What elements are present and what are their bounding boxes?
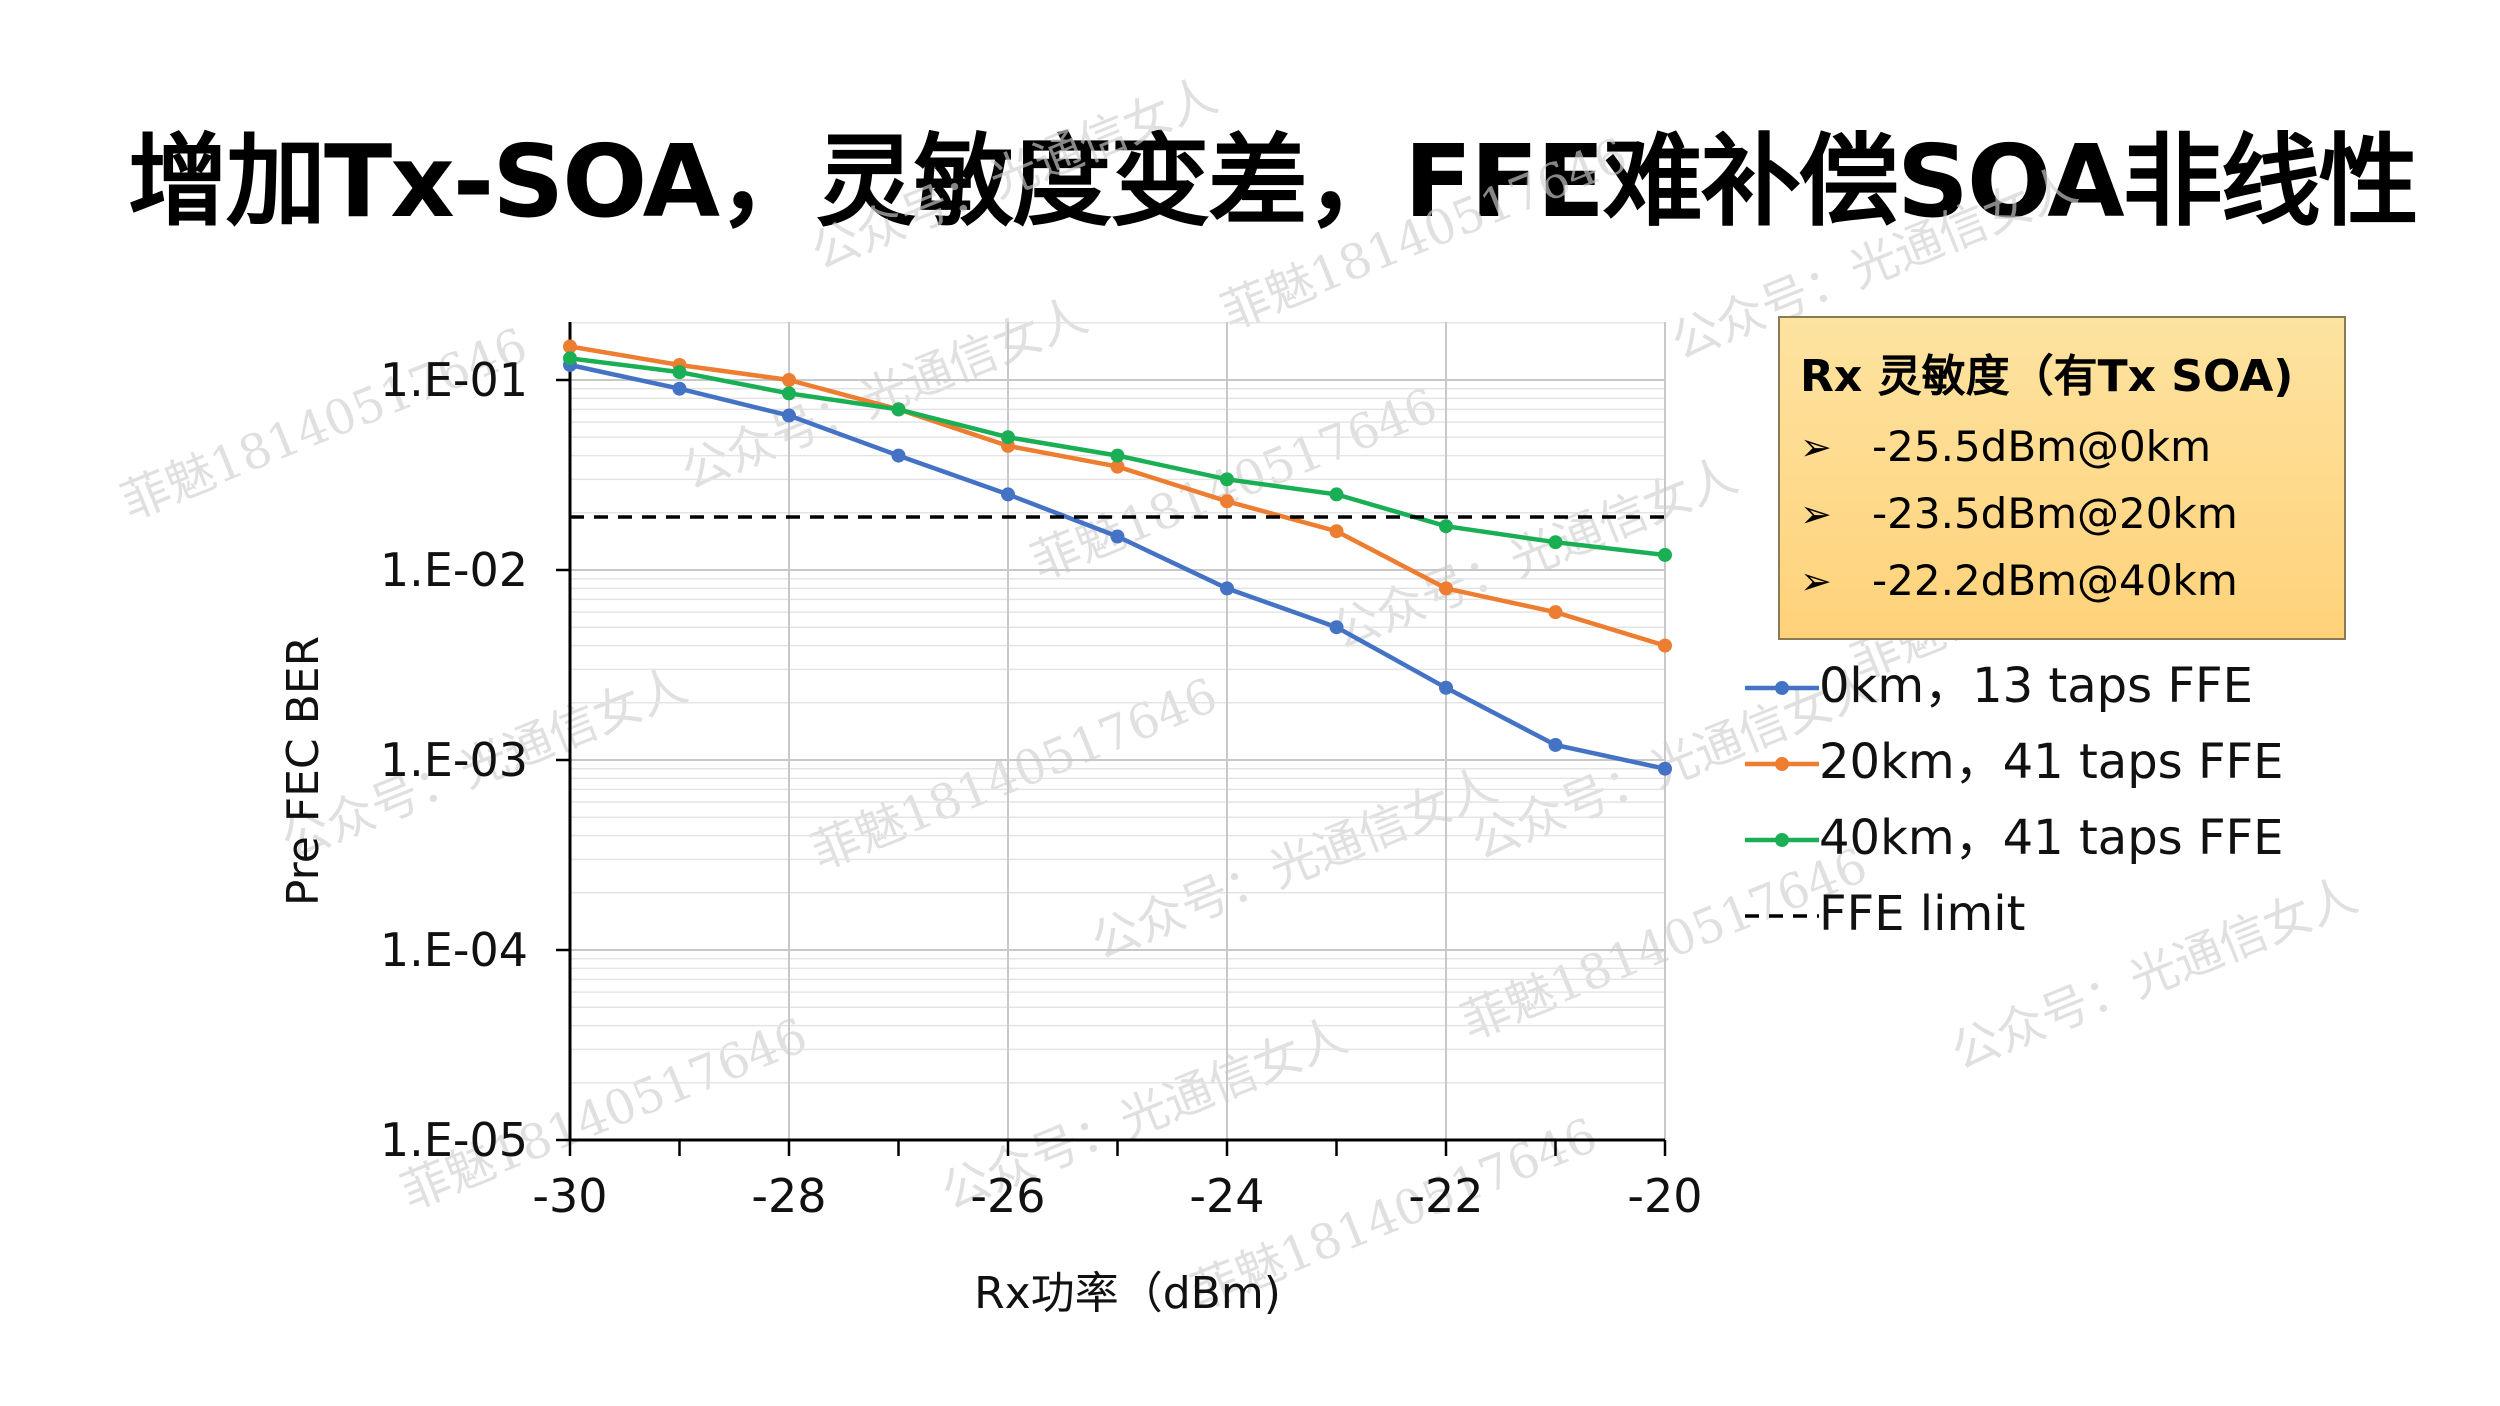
legend-marker	[1775, 681, 1789, 695]
data-point	[1658, 761, 1672, 776]
x-tick-label: -20	[1627, 1169, 1702, 1223]
data-point	[782, 373, 796, 387]
x-tick-label: -28	[751, 1169, 826, 1223]
y-tick-label: 1.E-03	[380, 733, 528, 787]
watermark-text: 公众号：光通信女人	[674, 287, 1096, 501]
legend-marker	[1775, 833, 1789, 847]
data-point	[1329, 620, 1344, 635]
data-point	[1220, 494, 1234, 509]
sensitivity-item: ➢ -23.5dBm@20km	[1800, 489, 2324, 538]
data-point	[1548, 605, 1563, 620]
legend-label: FFE limit	[1819, 886, 2025, 942]
data-point	[1548, 535, 1563, 550]
arrow-bullet-icon: ➢	[1800, 424, 1832, 469]
data-point	[1439, 581, 1453, 596]
x-tick-label: -26	[970, 1169, 1045, 1223]
data-point	[1548, 737, 1563, 752]
legend-marker	[1775, 757, 1789, 771]
arrow-bullet-icon: ➢	[1800, 491, 1832, 536]
data-point	[672, 365, 687, 380]
x-tick-label: -24	[1189, 1169, 1264, 1223]
sensitivity-box: Rx 灵敏度（有Tx SOA) ➢ -25.5dBm@0km ➢ -23.5dB…	[1778, 316, 2346, 640]
data-point	[1220, 472, 1234, 487]
axis-layer: -30 -28 -26 -24 -22 -20 1.E-01 1.E-02 1.E-03 1.E-…	[278, 322, 1703, 1319]
data-point	[782, 408, 796, 423]
data-point	[672, 381, 687, 396]
sensitivity-title: Rx 灵敏度（有Tx SOA)	[1800, 351, 2294, 402]
slide-title: 增加Tx-SOA，灵敏度变差，FFE难补偿SOA非线性	[128, 123, 2419, 240]
data-point	[1329, 524, 1344, 539]
data-point	[1001, 430, 1015, 445]
y-tick-label: 1.E-01	[380, 353, 528, 407]
y-tick-label: 1.E-02	[380, 543, 528, 597]
data-point	[563, 351, 577, 366]
watermark-text: 公众号：光通信女人	[804, 67, 1226, 281]
sensitivity-item: ➢ -25.5dBm@0km	[1800, 422, 2324, 471]
data-point	[1001, 487, 1015, 502]
watermark-text: 菲魅18140517646	[114, 317, 535, 531]
data-point	[1110, 529, 1125, 544]
sensitivity-item: ➢ -22.2dBm@40km	[1800, 556, 2324, 605]
series-line	[569, 344, 1666, 648]
watermark-text: 菲魅18140517646	[804, 667, 1225, 881]
sensitivity-item-text: -23.5dBm@20km	[1872, 489, 2238, 538]
x-axis-title: Rx功率（dBm)	[974, 1268, 1281, 1319]
legend-label: 0km，13 taps FFE	[1819, 658, 2253, 714]
legend-label: 20km，41 taps FFE	[1819, 734, 2284, 790]
x-tick-label: -22	[1408, 1169, 1483, 1223]
legend-label: 40km，41 taps FFE	[1819, 810, 2284, 866]
data-point	[563, 339, 577, 354]
arrow-bullet-icon: ➢	[1800, 558, 1832, 603]
data-point	[1220, 581, 1234, 596]
data-point	[891, 402, 906, 417]
data-point	[1658, 547, 1672, 562]
legend-layer: 0km，13 taps FFE 20km，41 taps FFE 40km，41 t…	[1745, 658, 2284, 942]
series-layer	[563, 339, 1672, 776]
data-point	[891, 448, 906, 463]
y-axis-title: Pre FEC BER	[278, 636, 329, 906]
data-point	[1110, 448, 1125, 463]
data-point	[782, 386, 796, 401]
x-tick-label: -30	[532, 1169, 607, 1223]
sensitivity-item-text: -25.5dBm@0km	[1872, 422, 2212, 471]
data-point	[1329, 487, 1344, 502]
data-point	[1110, 459, 1125, 474]
y-tick-label: 1.E-04	[380, 923, 528, 977]
data-point	[1658, 638, 1672, 653]
data-point	[1439, 519, 1453, 534]
grid-layer	[569, 322, 1666, 1141]
data-point	[1439, 680, 1453, 695]
watermark-text: 菲魅18140517646	[1214, 127, 1635, 341]
sensitivity-item-text: -22.2dBm@40km	[1872, 556, 2238, 605]
y-tick-label: 1.E-05	[380, 1113, 528, 1167]
